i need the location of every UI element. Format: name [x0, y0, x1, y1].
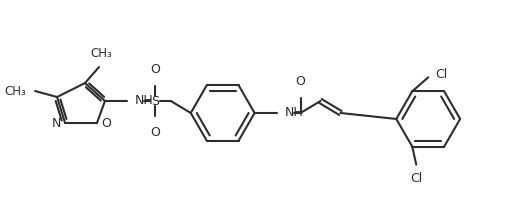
Text: S: S	[151, 94, 159, 107]
Text: O: O	[150, 63, 160, 76]
Text: NH: NH	[284, 106, 303, 120]
Text: Cl: Cl	[435, 68, 447, 81]
Text: CH₃: CH₃	[90, 47, 112, 60]
Text: N: N	[52, 117, 61, 130]
Text: Cl: Cl	[410, 172, 422, 185]
Text: O: O	[150, 126, 160, 139]
Text: O: O	[101, 117, 111, 130]
Text: O: O	[295, 75, 305, 88]
Text: CH₃: CH₃	[4, 84, 26, 98]
Text: NH: NH	[135, 93, 153, 107]
